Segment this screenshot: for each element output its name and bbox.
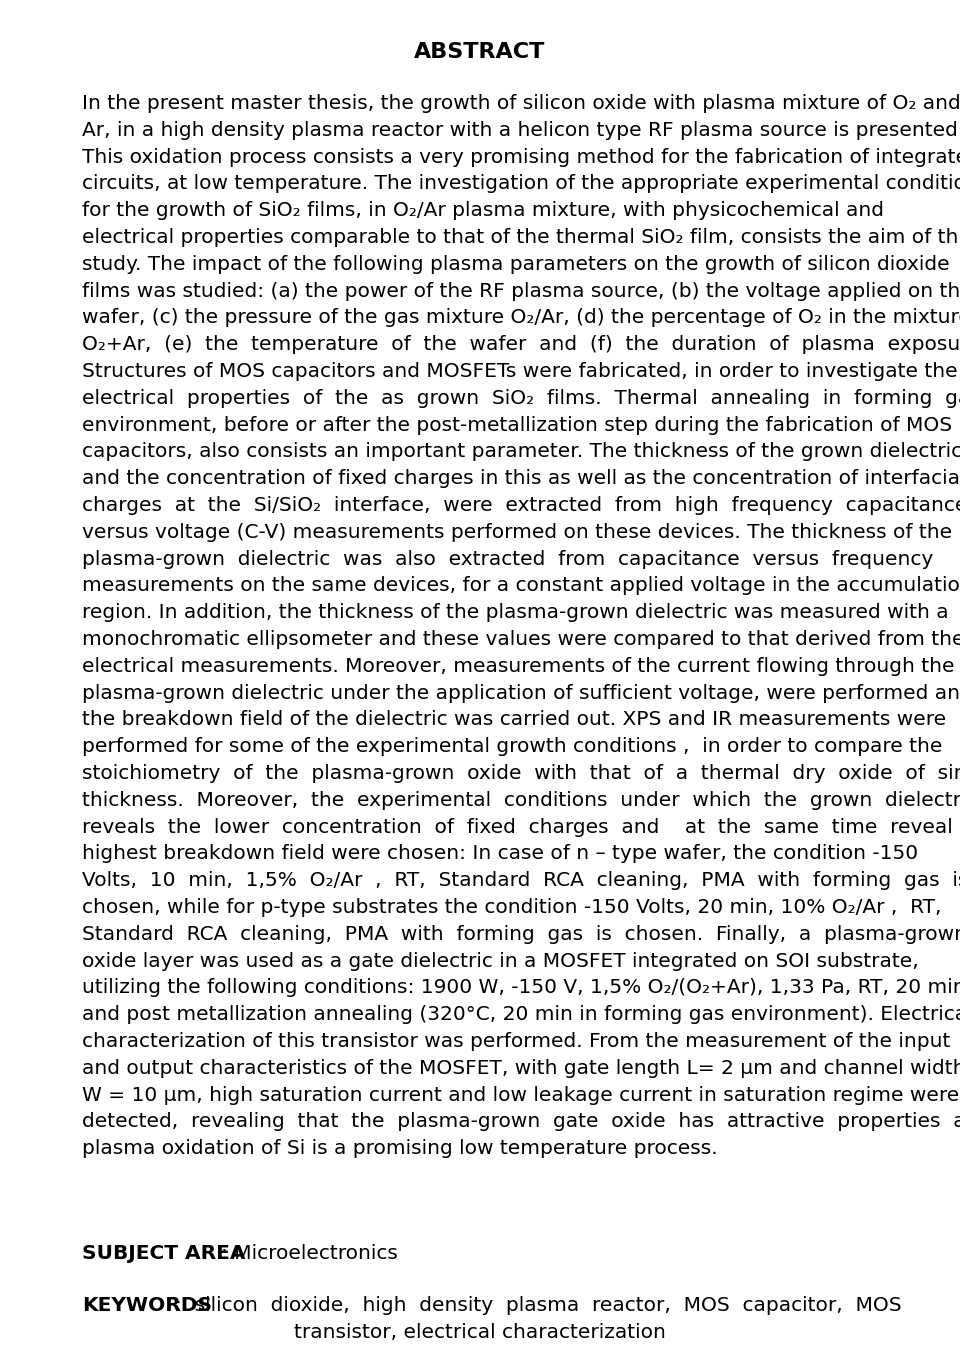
- Text: circuits, at low temperature. The investigation of the appropriate experimental : circuits, at low temperature. The invest…: [82, 175, 960, 194]
- Text: thickness.  Moreover,  the  experimental  conditions  under  which  the  grown  : thickness. Moreover, the experimental co…: [82, 791, 960, 810]
- Text: films was studied: (a) the power of the RF plasma source, (b) the voltage applie: films was studied: (a) the power of the …: [82, 281, 960, 300]
- Text: electrical properties comparable to that of the thermal SiO₂ film, consists the : electrical properties comparable to that…: [82, 228, 960, 247]
- Text: This oxidation process consists a very promising method for the fabrication of i: This oxidation process consists a very p…: [82, 147, 960, 166]
- Text: stoichiometry  of  the  plasma-grown  oxide  with  that  of  a  thermal  dry  ox: stoichiometry of the plasma-grown oxide …: [82, 764, 960, 783]
- Text: transistor, electrical characterization: transistor, electrical characterization: [294, 1323, 666, 1342]
- Text: reveals  the  lower  concentration  of  fixed  charges  and    at  the  same  ti: reveals the lower concentration of fixed…: [82, 817, 960, 836]
- Text: chosen, while for p-type substrates the condition -150 Volts, 20 min, 10% O₂/Ar : chosen, while for p-type substrates the …: [82, 898, 942, 917]
- Text: W = 10 μm, high saturation current and low leakage current in saturation regime : W = 10 μm, high saturation current and l…: [82, 1086, 959, 1105]
- Text: Standard  RCA  cleaning,  PMA  with  forming  gas  is  chosen.  Finally,  a  pla: Standard RCA cleaning, PMA with forming …: [82, 925, 960, 944]
- Text: versus voltage (C-V) measurements performed on these devices. The thickness of t: versus voltage (C-V) measurements perfor…: [82, 522, 952, 542]
- Text: and the concentration of fixed charges in this as well as the concentration of i: and the concentration of fixed charges i…: [82, 469, 960, 488]
- Text: ABSTRACT: ABSTRACT: [415, 42, 545, 61]
- Text: O₂+Ar,  (e)  the  temperature  of  the  wafer  and  (f)  the  duration  of  plas: O₂+Ar, (e) the temperature of the wafer …: [82, 336, 960, 355]
- Text: capacitors, also consists an important parameter. The thickness of the grown die: capacitors, also consists an important p…: [82, 442, 960, 461]
- Text: electrical  properties  of  the  as  grown  SiO₂  films.  Thermal  annealing  in: electrical properties of the as grown Si…: [82, 389, 960, 408]
- Text: study. The impact of the following plasma parameters on the growth of silicon di: study. The impact of the following plasm…: [82, 255, 949, 274]
- Text: plasma oxidation of Si is a promising low temperature process.: plasma oxidation of Si is a promising lo…: [82, 1139, 718, 1158]
- Text: measurements on the same devices, for a constant applied voltage in the accumula: measurements on the same devices, for a …: [82, 577, 960, 596]
- Text: highest breakdown field were chosen: In case of n – type wafer, the condition -1: highest breakdown field were chosen: In …: [82, 844, 918, 863]
- Text: and output characteristics of the MOSFET, with gate length L= 2 μm and channel w: and output characteristics of the MOSFET…: [82, 1058, 960, 1078]
- Text: detected,  revealing  that  the  plasma-grown  gate  oxide  has  attractive  pro: detected, revealing that the plasma-grow…: [82, 1113, 960, 1131]
- Text: Ar, in a high density plasma reactor with a helicon type RF plasma source is pre: Ar, in a high density plasma reactor wit…: [82, 121, 960, 139]
- Text: KEYWORDS: KEYWORDS: [82, 1296, 212, 1315]
- Text: for the growth of SiO₂ films, in O₂/Ar plasma mixture, with physicochemical and: for the growth of SiO₂ films, in O₂/Ar p…: [82, 202, 884, 220]
- Text: environment, before or after the post-metallization step during the fabrication : environment, before or after the post-me…: [82, 416, 952, 435]
- Text: SUBJECT AREA: SUBJECT AREA: [82, 1244, 246, 1263]
- Text: performed for some of the experimental growth conditions ,  in order to compare : performed for some of the experimental g…: [82, 737, 943, 756]
- Text: plasma-grown dielectric under the application of sufficient voltage, were perfor: plasma-grown dielectric under the applic…: [82, 683, 960, 702]
- Text: characterization of this transistor was performed. From the measurement of the i: characterization of this transistor was …: [82, 1033, 950, 1052]
- Text: In the present master thesis, the growth of silicon oxide with plasma mixture of: In the present master thesis, the growth…: [82, 94, 960, 113]
- Text: the breakdown field of the dielectric was carried out. XPS and IR measurements w: the breakdown field of the dielectric wa…: [82, 711, 947, 730]
- Text: :  silicon  dioxide,  high  density  plasma  reactor,  MOS  capacitor,  MOS: : silicon dioxide, high density plasma r…: [175, 1296, 901, 1315]
- Text: : Microelectronics: : Microelectronics: [222, 1244, 398, 1263]
- Text: Volts,  10  min,  1,5%  O₂/Ar  ,  RT,  Standard  RCA  cleaning,  PMA  with  form: Volts, 10 min, 1,5% O₂/Ar , RT, Standard…: [82, 872, 960, 891]
- Text: charges  at  the  Si/SiO₂  interface,  were  extracted  from  high  frequency  c: charges at the Si/SiO₂ interface, were e…: [82, 496, 960, 516]
- Text: wafer, (c) the pressure of the gas mixture O₂/Ar, (d) the percentage of O₂ in th: wafer, (c) the pressure of the gas mixtu…: [82, 308, 960, 327]
- Text: and post metallization annealing (320°C, 20 min in forming gas environment). Ele: and post metallization annealing (320°C,…: [82, 1005, 960, 1024]
- Text: electrical measurements. Moreover, measurements of the current flowing through t: electrical measurements. Moreover, measu…: [82, 657, 954, 675]
- Text: monochromatic ellipsometer and these values were compared to that derived from t: monochromatic ellipsometer and these val…: [82, 630, 960, 649]
- Text: oxide layer was used as a gate dielectric in a MOSFET integrated on SOI substrat: oxide layer was used as a gate dielectri…: [82, 952, 919, 971]
- Text: plasma-grown  dielectric  was  also  extracted  from  capacitance  versus  frequ: plasma-grown dielectric was also extract…: [82, 550, 933, 569]
- Text: Structures of MOS capacitors and MOSFETs were fabricated, in order to investigat: Structures of MOS capacitors and MOSFETs…: [82, 361, 958, 381]
- Text: utilizing the following conditions: 1900 W, -150 V, 1,5% O₂/(O₂+Ar), 1,33 Pa, RT: utilizing the following conditions: 1900…: [82, 978, 960, 997]
- Text: region. In addition, the thickness of the plasma-grown dielectric was measured w: region. In addition, the thickness of th…: [82, 603, 948, 622]
